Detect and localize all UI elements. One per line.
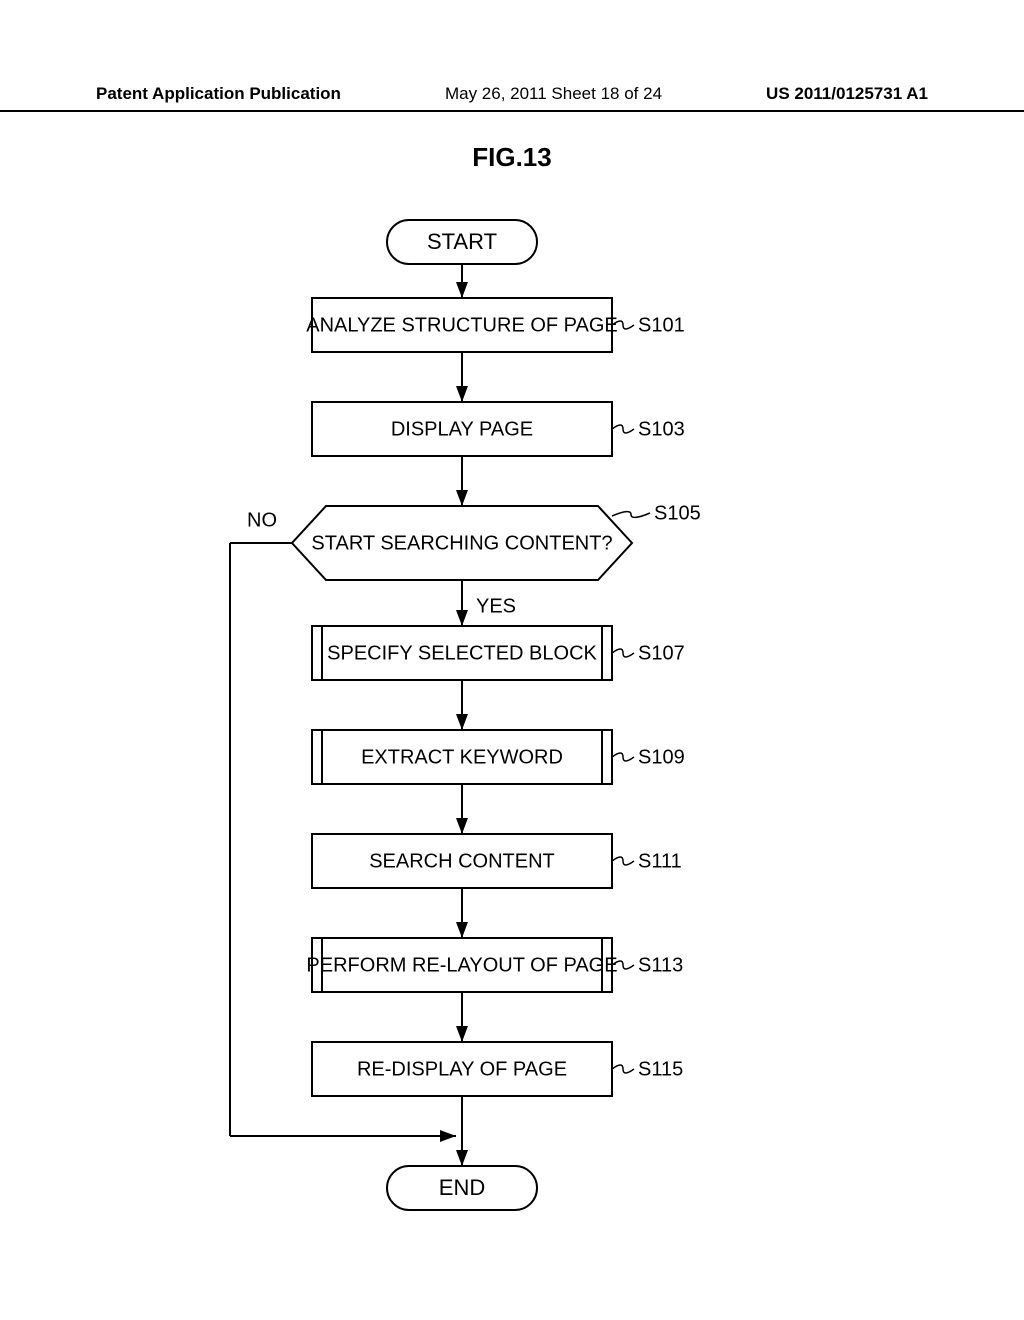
svg-text:S109: S109 — [638, 746, 685, 768]
svg-text:SEARCH CONTENT: SEARCH CONTENT — [369, 850, 555, 872]
svg-text:END: END — [439, 1175, 485, 1200]
svg-text:S113: S113 — [638, 954, 683, 976]
svg-text:RE-DISPLAY OF PAGE: RE-DISPLAY OF PAGE — [357, 1058, 567, 1080]
svg-text:START SEARCHING CONTENT?: START SEARCHING CONTENT? — [311, 532, 612, 554]
header-left: Patent Application Publication — [96, 84, 341, 104]
svg-text:EXTRACT KEYWORD: EXTRACT KEYWORD — [361, 746, 563, 768]
page: Patent Application Publication May 26, 2… — [0, 0, 1024, 1320]
svg-text:S107: S107 — [638, 642, 685, 664]
svg-text:S115: S115 — [638, 1058, 683, 1080]
svg-text:S103: S103 — [638, 418, 685, 440]
flowchart: START ANALYZE STRUCTURE OF PAGE S101 DISPLA… — [0, 190, 1024, 1290]
figure-title: FIG.13 — [0, 142, 1024, 173]
svg-text:SPECIFY SELECTED BLOCK: SPECIFY SELECTED BLOCK — [327, 642, 597, 664]
svg-text:YES: YES — [476, 595, 516, 617]
svg-text:S105: S105 — [654, 502, 701, 524]
svg-text:DISPLAY PAGE: DISPLAY PAGE — [391, 418, 533, 440]
header-mid: May 26, 2011 Sheet 18 of 24 — [341, 84, 766, 104]
svg-text:S101: S101 — [638, 314, 685, 336]
svg-text:NO: NO — [247, 509, 277, 531]
svg-text:PERFORM RE-LAYOUT OF PAGE: PERFORM RE-LAYOUT OF PAGE — [306, 954, 617, 976]
svg-text:S111: S111 — [638, 850, 682, 872]
page-header: Patent Application Publication May 26, 2… — [0, 84, 1024, 112]
svg-text:START: START — [427, 229, 497, 254]
header-right: US 2011/0125731 A1 — [766, 84, 928, 104]
svg-text:ANALYZE STRUCTURE OF PAGE: ANALYZE STRUCTURE OF PAGE — [306, 314, 618, 336]
